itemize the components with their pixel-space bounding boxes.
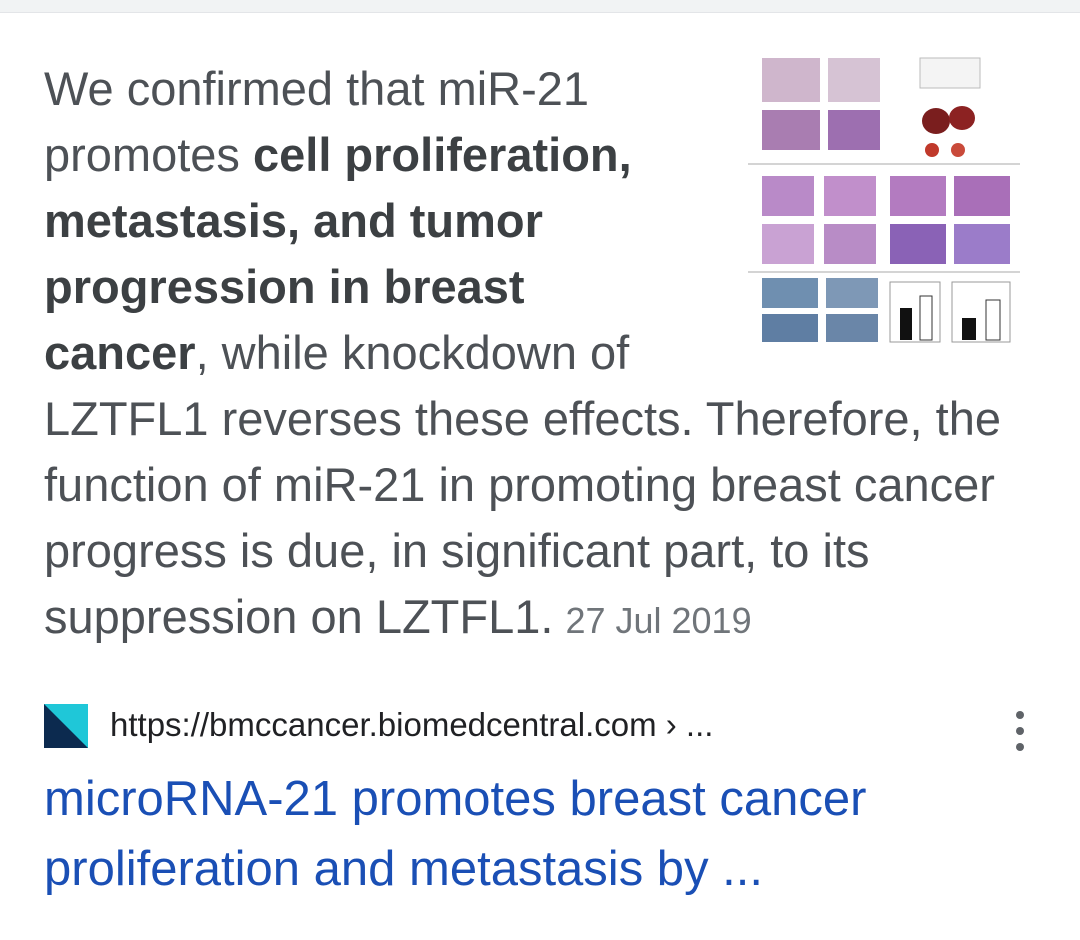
menu-dot xyxy=(1016,743,1024,751)
menu-dot xyxy=(1016,727,1024,735)
snippet-text-rest: , while knockdown of LZTFL1 reverses the… xyxy=(44,326,1002,643)
featured-snippet: We confirmed that miR-21 promotes cell p… xyxy=(44,56,1054,654)
snippet-thumbnail-image[interactable] xyxy=(740,56,1030,346)
snippet-date: 27 Jul 2019 xyxy=(565,600,752,641)
result-source-row[interactable]: https://bmccancer.biomedcentral.com › ..… xyxy=(44,703,1044,751)
snippet-text-intro: We confirmed that miR-21 promotes xyxy=(44,62,590,181)
snippet-text-highlight: cell proliferation, metastasis, and tumo… xyxy=(44,128,632,379)
menu-dot xyxy=(1016,711,1024,719)
result-url[interactable]: https://bmccancer.biomedcentral.com › ..… xyxy=(110,706,714,743)
histology-figure-icon xyxy=(740,56,1030,346)
more-vert-icon[interactable] xyxy=(1000,707,1040,755)
site-favicon-icon xyxy=(44,704,88,748)
top-divider-bar xyxy=(0,0,1080,13)
result-title-link[interactable]: microRNA-21 promotes breast cancer proli… xyxy=(44,772,867,896)
